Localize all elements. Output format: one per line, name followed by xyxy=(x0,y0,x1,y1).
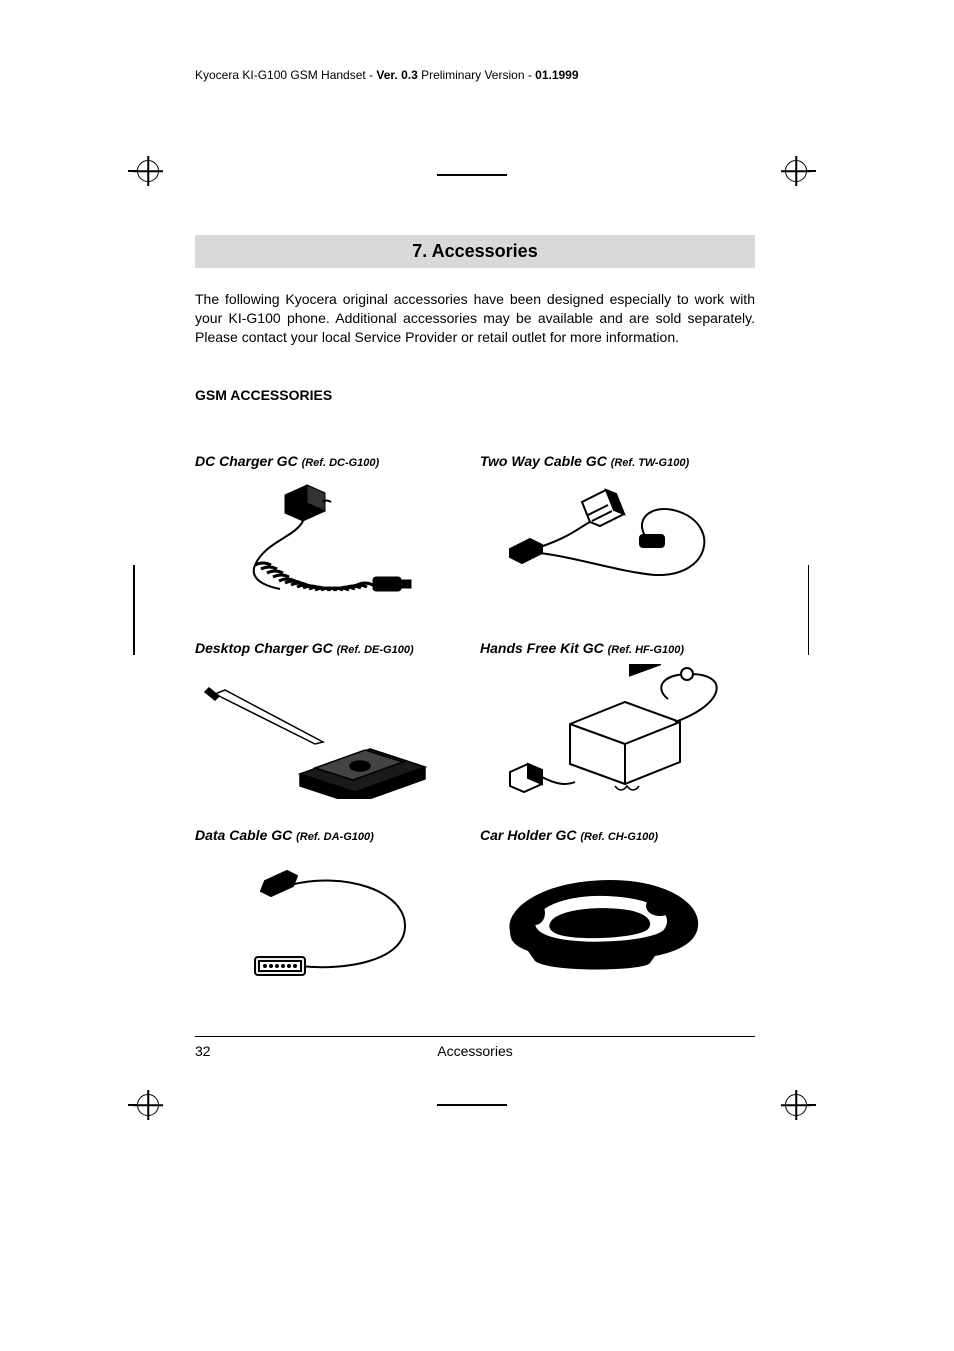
accessory-item: DC Charger GC (Ref. DC-G100) xyxy=(195,453,470,612)
data-cable-image xyxy=(195,851,445,986)
registration-mark-icon xyxy=(785,1094,816,1116)
crop-mark-icon xyxy=(437,1104,507,1106)
crop-mark-icon xyxy=(808,565,810,655)
accessory-ref: (Ref. TW-G100) xyxy=(611,457,689,469)
section-title: 7. Accessories xyxy=(195,235,755,268)
accessory-ref: (Ref. DE-G100) xyxy=(337,644,414,656)
page-content: 7. Accessories The following Kyocera ori… xyxy=(195,235,755,986)
accessory-name: Desktop Charger GC xyxy=(195,640,337,656)
crop-mark-icon xyxy=(133,565,135,655)
registration-mark-icon xyxy=(128,1094,159,1116)
accessory-title: Hands Free Kit GC (Ref. HF-G100) xyxy=(480,640,755,656)
accessory-title: Data Cable GC (Ref. DA-G100) xyxy=(195,827,470,843)
accessory-title: Desktop Charger GC (Ref. DE-G100) xyxy=(195,640,470,656)
accessory-ref: (Ref. HF-G100) xyxy=(608,644,684,656)
accessory-name: Car Holder GC xyxy=(480,827,580,843)
accessory-name: Data Cable GC xyxy=(195,827,296,843)
document-header: Kyocera KI-G100 GSM Handset - Ver. 0.3 P… xyxy=(195,68,579,82)
accessory-ref: (Ref. DA-G100) xyxy=(296,831,374,843)
accessory-name: Two Way Cable GC xyxy=(480,453,611,469)
header-mid: Preliminary Version - xyxy=(418,68,535,82)
accessory-item: Car Holder GC (Ref. CH-G100) xyxy=(480,827,755,986)
accessory-item: Data Cable GC (Ref. DA-G100) xyxy=(195,827,470,986)
desktop-charger-image xyxy=(195,664,445,799)
footer-section-label: Accessories xyxy=(195,1043,755,1059)
accessory-name: DC Charger GC xyxy=(195,453,302,469)
accessory-ref: (Ref. CH-G100) xyxy=(580,831,658,843)
registration-mark-icon xyxy=(128,160,159,182)
accessory-name: Hands Free Kit GC xyxy=(480,640,608,656)
accessory-title: DC Charger GC (Ref. DC-G100) xyxy=(195,453,470,469)
accessories-grid: DC Charger GC (Ref. DC-G100) xyxy=(195,453,755,986)
accessory-title: Two Way Cable GC (Ref. TW-G100) xyxy=(480,453,755,469)
header-version: Ver. 0.3 xyxy=(376,68,417,82)
accessory-item: Two Way Cable GC (Ref. TW-G100) xyxy=(480,453,755,612)
header-prefix: Kyocera KI-G100 GSM Handset - xyxy=(195,68,376,82)
dc-charger-image xyxy=(195,477,445,612)
two-way-cable-image xyxy=(480,477,730,612)
crop-mark-icon xyxy=(437,174,507,176)
intro-paragraph: The following Kyocera original accessori… xyxy=(195,290,755,347)
accessory-title: Car Holder GC (Ref. CH-G100) xyxy=(480,827,755,843)
accessory-item: Hands Free Kit GC (Ref. HF-G100) xyxy=(480,640,755,799)
accessory-ref: (Ref. DC-G100) xyxy=(302,457,380,469)
car-holder-image xyxy=(480,851,730,986)
page-footer: 32 Accessories xyxy=(195,1036,755,1059)
subsection-heading: GSM ACCESSORIES xyxy=(195,387,755,403)
accessory-item: Desktop Charger GC (Ref. DE-G100) xyxy=(195,640,470,799)
hands-free-kit-image xyxy=(480,664,730,799)
registration-mark-icon xyxy=(785,160,816,182)
header-date: 01.1999 xyxy=(535,68,578,82)
